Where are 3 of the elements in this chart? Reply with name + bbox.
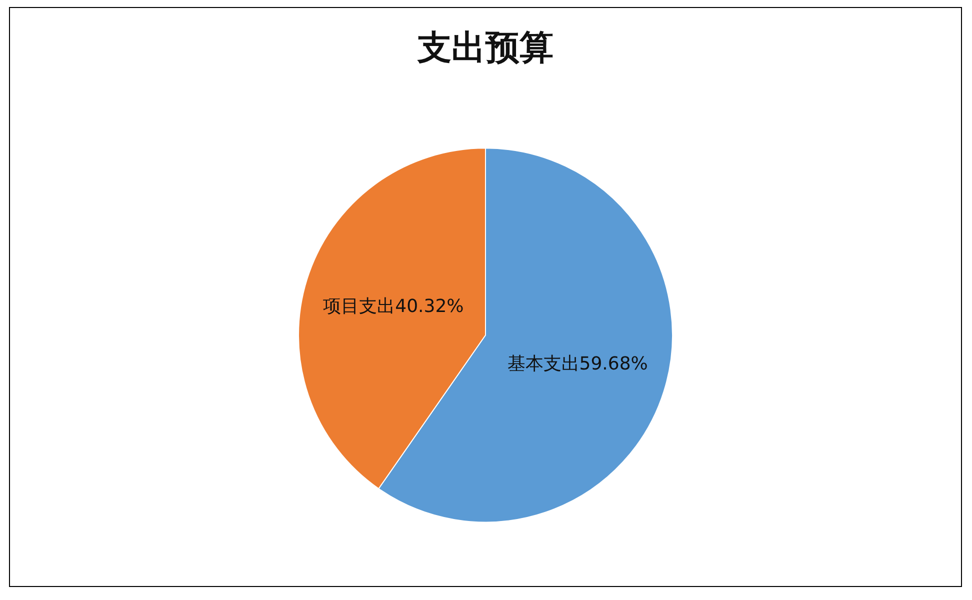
slice-label: 项目支出40.32%	[323, 296, 464, 317]
slice-label: 基本支出59.68%	[507, 354, 648, 375]
chart-title: 支出预算	[416, 28, 554, 68]
